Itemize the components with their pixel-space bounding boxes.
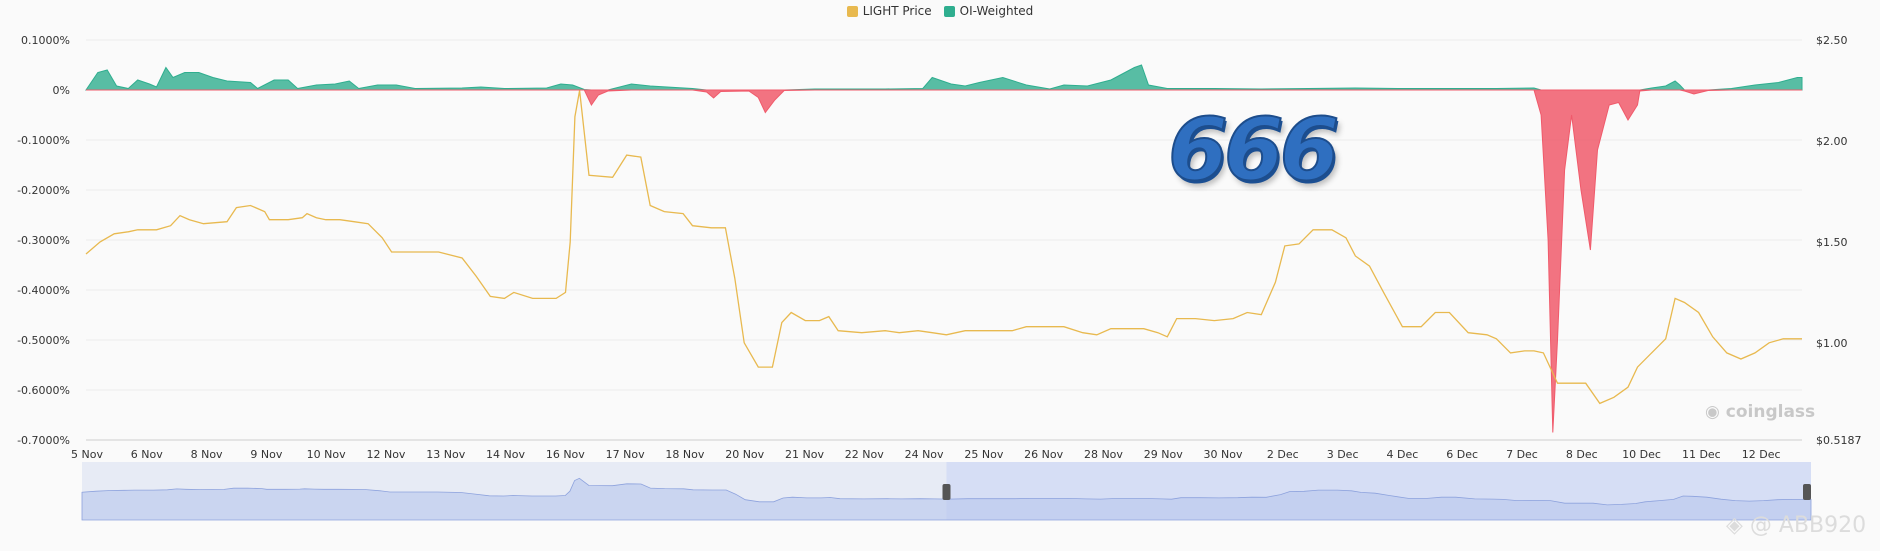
x-axis-tick-label: 9 Nov — [250, 448, 282, 461]
left-axis-tick-label: -0.7000% — [17, 434, 70, 447]
x-axis-tick-label: 25 Nov — [964, 448, 1003, 461]
x-axis-tick-label: 8 Nov — [191, 448, 223, 461]
overlay-666-sticker: 666 — [1167, 99, 1341, 201]
x-axis-tick-label: 8 Dec — [1566, 448, 1598, 461]
left-axis-tick-label: 0.1000% — [21, 34, 70, 47]
legend: LIGHT Price OI-Weighted — [0, 4, 1880, 18]
x-axis-tick-label: 17 Nov — [606, 448, 645, 461]
coinglass-logo-icon: ◉ — [1705, 402, 1726, 422]
left-axis-tick-label: -0.5000% — [17, 334, 70, 347]
user-watermark: ◈ @ ABB920 — [1726, 513, 1866, 538]
x-axis-tick-label: 28 Nov — [1084, 448, 1123, 461]
legend-label-oi: OI-Weighted — [959, 4, 1034, 18]
x-axis-tick-label: 22 Nov — [845, 448, 884, 461]
right-axis-tick-label: $2.50 — [1816, 34, 1848, 47]
x-axis-tick-label: 14 Nov — [486, 448, 525, 461]
light-price-line — [85, 90, 1802, 405]
x-axis-tick-label: 4 Dec — [1387, 448, 1419, 461]
x-axis-tick-label: 12 Nov — [366, 448, 405, 461]
x-axis-tick-label: 7 Dec — [1506, 448, 1538, 461]
navigator-handle-right[interactable] — [1803, 484, 1811, 500]
x-axis-tick-label: 21 Nov — [785, 448, 824, 461]
x-axis-tick-label: 10 Nov — [307, 448, 346, 461]
legend-swatch-oi — [943, 5, 955, 17]
x-axis-tick-label: 29 Nov — [1144, 448, 1183, 461]
right-axis-tick-label: $2.00 — [1816, 135, 1848, 148]
x-axis-tick-label: 2 Dec — [1267, 448, 1299, 461]
x-axis-tick-label: 11 Dec — [1682, 448, 1721, 461]
navigator-handle-left[interactable] — [942, 484, 951, 500]
left-axis-tick-label: -0.3000% — [17, 234, 70, 247]
x-axis-tick-label: 18 Nov — [665, 448, 704, 461]
left-axis-tick-label: -0.4000% — [17, 284, 70, 297]
oi-weighted-negative-area — [86, 89, 1802, 433]
right-axis-tick-label: $1.50 — [1816, 236, 1848, 249]
coinglass-watermark-text: coinglass — [1725, 402, 1816, 422]
x-axis-tick-label: 6 Nov — [131, 448, 163, 461]
x-axis-tick-label: 6 Dec — [1446, 448, 1478, 461]
left-axis-tick-label: 0% — [53, 84, 70, 97]
x-axis-tick-label: 3 Dec — [1327, 448, 1359, 461]
x-axis-tick-label: 5 Nov — [71, 448, 103, 461]
legend-label-price: LIGHT Price — [862, 4, 932, 18]
x-axis-tick-label: 12 Dec — [1742, 448, 1781, 461]
x-axis-tick-label: 13 Nov — [426, 448, 465, 461]
x-axis-tick-label: 10 Dec — [1622, 448, 1661, 461]
x-axis-tick-label: 30 Nov — [1204, 448, 1243, 461]
oi-weighted-positive-area — [85, 64, 1803, 91]
right-axis-tick-label: $1.00 — [1816, 337, 1848, 350]
legend-swatch-price — [846, 5, 858, 17]
left-axis-tick-label: -0.1000% — [17, 134, 70, 147]
coinglass-watermark: ◉ coinglass — [1705, 402, 1815, 422]
left-axis-tick-label: -0.6000% — [17, 384, 70, 397]
x-axis-tick-label: 16 Nov — [546, 448, 585, 461]
x-axis-tick-label: 20 Nov — [725, 448, 764, 461]
user-watermark-text: @ ABB920 — [1749, 513, 1867, 538]
x-axis-tick-label: 26 Nov — [1024, 448, 1063, 461]
left-axis-tick-label: -0.2000% — [17, 184, 70, 197]
legend-item-price[interactable]: LIGHT Price — [846, 4, 932, 18]
right-axis-tick-label: $0.5187 — [1816, 434, 1862, 447]
legend-item-oi[interactable]: OI-Weighted — [943, 4, 1034, 18]
x-axis-tick-label: 24 Nov — [905, 448, 944, 461]
binance-logo-icon: ◈ — [1726, 513, 1750, 538]
